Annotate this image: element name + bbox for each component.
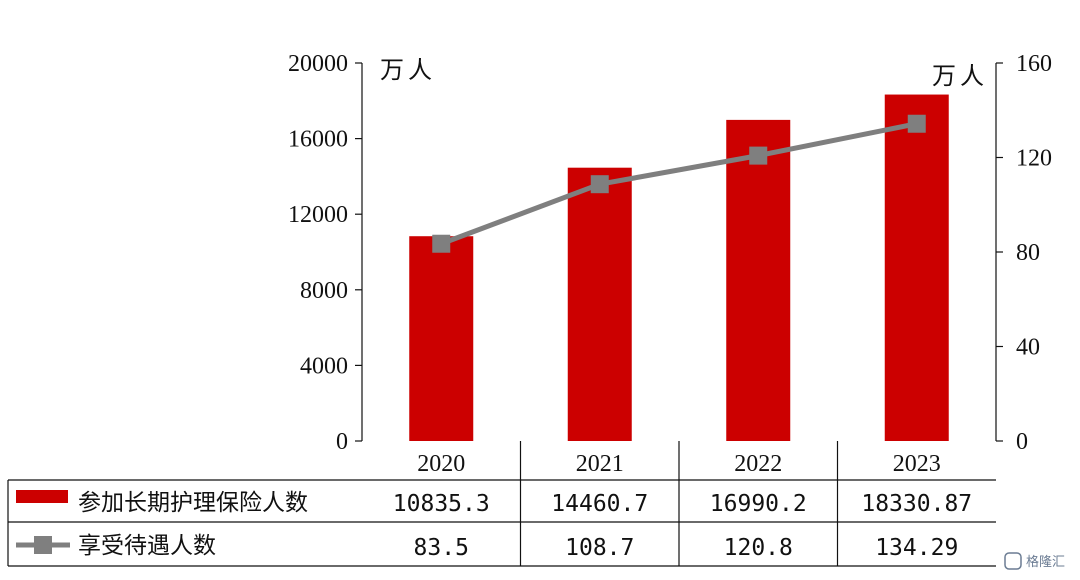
line-point-2021 bbox=[590, 175, 609, 194]
left-tick-label: 0 bbox=[336, 429, 348, 455]
left-tick-label: 8000 bbox=[300, 278, 348, 304]
legend-bar-label: 参加长期护理保险人数 bbox=[78, 490, 308, 516]
table-cell-line-value: 120.8 bbox=[724, 535, 793, 561]
table-cell-bar-value: 14460.7 bbox=[551, 491, 648, 517]
legend-line-marker bbox=[34, 536, 52, 554]
table-cell-line-value: 134.29 bbox=[875, 535, 958, 561]
legend-line-label: 享受待遇人数 bbox=[78, 533, 216, 559]
legend-bar-swatch bbox=[16, 490, 68, 503]
right-tick-label: 0 bbox=[1016, 429, 1028, 455]
table-cell-line-value: 83.5 bbox=[414, 535, 469, 561]
left-tick-label: 16000 bbox=[288, 127, 348, 153]
watermark-logo-icon bbox=[1004, 552, 1022, 570]
line-point-2020 bbox=[432, 234, 451, 253]
table-cell-bar-value: 10835.3 bbox=[393, 491, 490, 517]
line-series bbox=[432, 114, 926, 253]
right-tick-label: 40 bbox=[1016, 335, 1040, 361]
left-tick-label: 4000 bbox=[300, 353, 348, 379]
right-axis-unit: 万人 bbox=[932, 62, 988, 90]
right-tick-label: 120 bbox=[1016, 146, 1052, 172]
x-tick-label: 2023 bbox=[893, 451, 941, 477]
x-tick-label: 2021 bbox=[576, 451, 624, 477]
watermark: 格隆汇 bbox=[1004, 552, 1065, 570]
left-tick-label: 12000 bbox=[288, 202, 348, 228]
table-cell-bar-value: 16990.2 bbox=[710, 491, 807, 517]
left-tick-label: 20000 bbox=[288, 51, 348, 77]
table-cell-line-value: 108.7 bbox=[565, 535, 634, 561]
x-tick-label: 2020 bbox=[417, 451, 465, 477]
bar-2021 bbox=[567, 167, 632, 442]
left-axis-unit: 万人 bbox=[380, 56, 436, 84]
table-cell-bar-value: 18330.87 bbox=[861, 491, 972, 517]
x-tick-label: 2022 bbox=[734, 451, 782, 477]
right-tick-label: 160 bbox=[1016, 51, 1052, 77]
watermark-text: 格隆汇 bbox=[1026, 554, 1065, 570]
axes: 0 4000 8000 12000 16000 20000 0 40 80 120 160 万人 万人 bbox=[288, 51, 1052, 455]
bar-2022 bbox=[726, 119, 791, 441]
bar-series bbox=[409, 94, 949, 442]
line-point-2022 bbox=[749, 146, 768, 165]
right-tick-label: 80 bbox=[1016, 240, 1040, 266]
line-path bbox=[440, 121, 918, 247]
bar-2023 bbox=[884, 94, 949, 441]
line-point-2023 bbox=[907, 114, 926, 133]
bar-2020 bbox=[409, 236, 474, 441]
